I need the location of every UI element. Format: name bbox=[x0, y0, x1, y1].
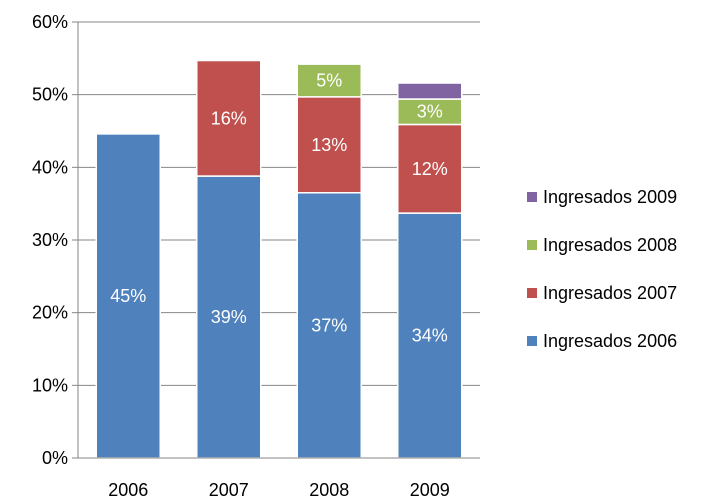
x-tick-label: 2009 bbox=[410, 480, 450, 500]
data-labels: 45% 39% 16% 37% 13% 5% 34% 12% 3% bbox=[110, 70, 448, 345]
bar-segment bbox=[397, 98, 463, 126]
bar-segment bbox=[196, 59, 262, 177]
y-tick-label: 20% bbox=[32, 303, 68, 323]
bar-segment bbox=[397, 212, 463, 459]
bar-segment bbox=[397, 82, 463, 100]
y-tick-label: 0% bbox=[42, 448, 68, 468]
legend-swatch bbox=[527, 288, 537, 298]
legend-swatch bbox=[527, 192, 537, 202]
legend-swatch bbox=[527, 336, 537, 346]
bar-segment bbox=[397, 123, 463, 214]
data-label: 45% bbox=[110, 286, 146, 306]
x-axis-ticks: 2006 2007 2008 2009 bbox=[108, 480, 450, 500]
data-label: 39% bbox=[211, 307, 247, 327]
y-tick-label: 10% bbox=[32, 375, 68, 395]
data-label: 3% bbox=[417, 102, 443, 122]
y-tick-label: 50% bbox=[32, 85, 68, 105]
y-tick-label: 40% bbox=[32, 157, 68, 177]
bars bbox=[95, 59, 463, 459]
data-label: 37% bbox=[311, 315, 347, 335]
x-tick-label: 2007 bbox=[209, 480, 249, 500]
data-label: 34% bbox=[412, 326, 448, 346]
legend: Ingresados 2009 Ingresados 2008 Ingresados… bbox=[527, 187, 677, 351]
data-label: 12% bbox=[412, 159, 448, 179]
y-axis-ticks: 0% 10% 20% 30% 40% 50% 60% bbox=[32, 12, 78, 468]
x-tick-label: 2008 bbox=[309, 480, 349, 500]
data-label: 13% bbox=[311, 135, 347, 155]
axes bbox=[77, 22, 480, 459]
bar-segment bbox=[296, 96, 362, 194]
legend-swatch bbox=[527, 240, 537, 250]
bar-segment bbox=[95, 133, 161, 459]
x-tick-label: 2006 bbox=[108, 480, 148, 500]
legend-label: Ingresados 2008 bbox=[543, 235, 677, 255]
data-label: 16% bbox=[211, 108, 247, 128]
legend-label: Ingresados 2007 bbox=[543, 283, 677, 303]
y-tick-label: 60% bbox=[32, 12, 68, 32]
bar-segment bbox=[296, 63, 362, 98]
data-label: 5% bbox=[316, 70, 342, 90]
y-tick-label: 30% bbox=[32, 230, 68, 250]
legend-label: Ingresados 2009 bbox=[543, 187, 677, 207]
legend-label: Ingresados 2006 bbox=[543, 331, 677, 351]
